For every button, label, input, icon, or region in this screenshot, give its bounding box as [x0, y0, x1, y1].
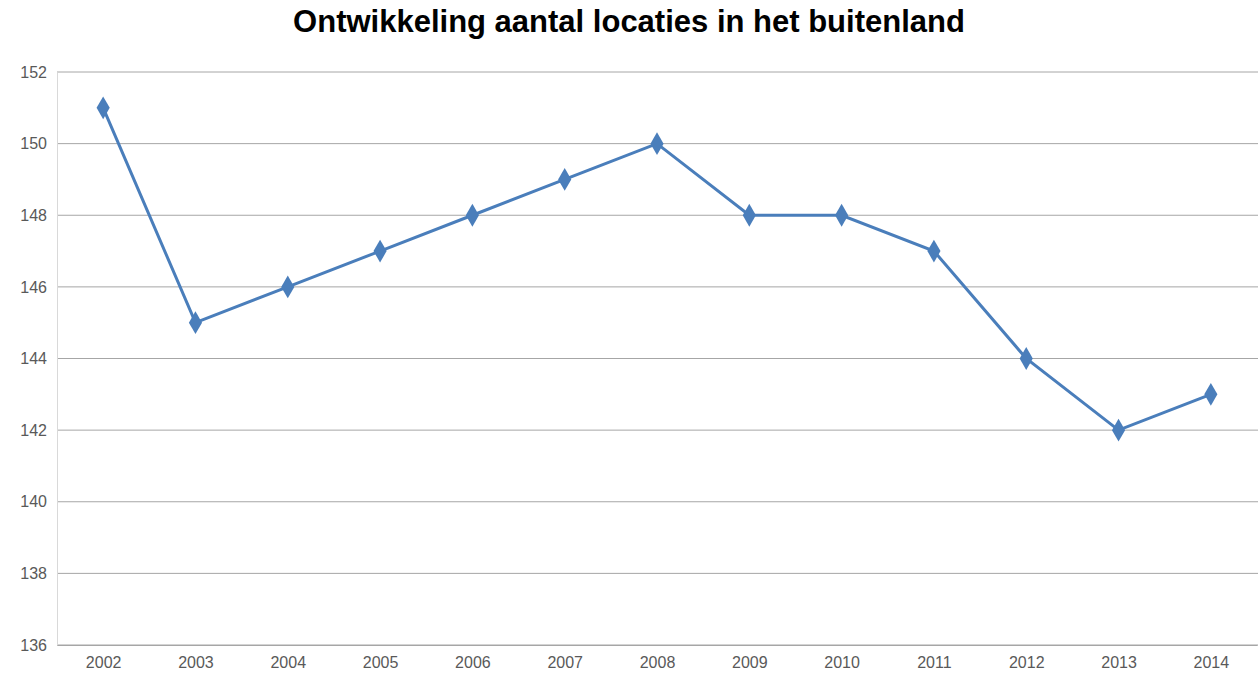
marker — [1112, 419, 1125, 442]
marker — [927, 240, 940, 263]
x-tick-label: 2002 — [86, 654, 122, 671]
x-tick: 2012 — [1009, 645, 1045, 671]
grid — [57, 72, 1258, 645]
x-tick-label: 2003 — [178, 654, 214, 671]
x-tick: 2013 — [1101, 645, 1137, 671]
marker — [835, 204, 848, 227]
marker — [743, 204, 756, 227]
x-tick: 2005 — [363, 645, 399, 671]
y-axis: 136 138 140 142 144 146 148 150 152 — [20, 64, 57, 654]
x-tick: 2010 — [824, 645, 860, 671]
x-tick-label: 2006 — [455, 654, 491, 671]
x-tick: 2003 — [178, 645, 214, 671]
y-tick-label: 146 — [20, 278, 47, 295]
line — [103, 108, 1211, 430]
x-tick-label: 2013 — [1101, 654, 1137, 671]
x-tick: 2004 — [270, 645, 306, 671]
chart: Ontwikkeling aantal locaties in het buit… — [0, 0, 1258, 685]
y-axis-line — [57, 73, 58, 646]
grid-line — [57, 645, 1258, 646]
y-tick-label: 136 — [20, 637, 47, 654]
y-tick: 150 — [20, 135, 57, 152]
grid-line — [57, 430, 1258, 431]
x-tick-label: 2007 — [547, 654, 583, 671]
plot-area — [97, 96, 1218, 441]
x-axis: 2002 2003 2004 2005 2006 2007 2008 2009 2010 2011… — [58, 645, 1258, 671]
grid-line — [57, 286, 1258, 287]
x-tick-label: 2010 — [824, 654, 860, 671]
x-tick-label: 2011 — [917, 654, 952, 671]
grid-line — [57, 573, 1258, 574]
x-tick-label: 2014 — [1194, 654, 1230, 671]
y-tick-label: 138 — [20, 565, 47, 582]
y-tick-label: 148 — [20, 207, 47, 224]
marker — [466, 204, 479, 227]
y-tick: 136 — [20, 637, 57, 654]
y-tick: 138 — [20, 565, 57, 582]
marker — [650, 132, 663, 155]
x-tick-label: 2005 — [363, 654, 399, 671]
marker — [281, 275, 294, 298]
y-tick: 140 — [20, 493, 57, 510]
marker — [189, 311, 202, 334]
x-tick-label: 2009 — [732, 654, 768, 671]
title: Ontwikkeling aantal locaties in het buit… — [293, 4, 965, 39]
y-tick-label: 150 — [20, 135, 47, 152]
y-tick: 146 — [20, 278, 57, 295]
x-tick-label: 2012 — [1009, 654, 1045, 671]
x-tick-label: 2008 — [640, 654, 676, 671]
marker — [97, 96, 110, 119]
x-tick: 2008 — [640, 645, 676, 671]
y-tick-label: 152 — [20, 64, 47, 81]
x-tick: 2011 — [917, 645, 952, 671]
y-tick: 148 — [20, 207, 57, 224]
x-tick-label: 2004 — [270, 654, 306, 671]
marker — [1204, 383, 1217, 406]
y-tick-label: 142 — [20, 422, 47, 439]
x-tick: 2002 — [86, 645, 122, 671]
grid-line — [57, 215, 1258, 216]
y-tick: 142 — [20, 422, 57, 439]
y-tick: 152 — [20, 64, 57, 81]
y-tick-label: 140 — [20, 493, 47, 510]
grid-line — [57, 501, 1258, 502]
x-tick: 2007 — [547, 645, 583, 671]
marker — [1020, 347, 1033, 370]
grid-line — [57, 358, 1258, 359]
x-tick: 2009 — [732, 645, 768, 671]
grid-line — [57, 72, 1258, 73]
x-axis-line — [58, 645, 1258, 646]
x-tick: 2014 — [1194, 645, 1230, 671]
y-tick-label: 144 — [20, 350, 47, 367]
y-tick: 144 — [20, 350, 57, 367]
marker — [558, 168, 571, 191]
marker — [373, 240, 386, 263]
x-tick: 2006 — [455, 645, 491, 671]
